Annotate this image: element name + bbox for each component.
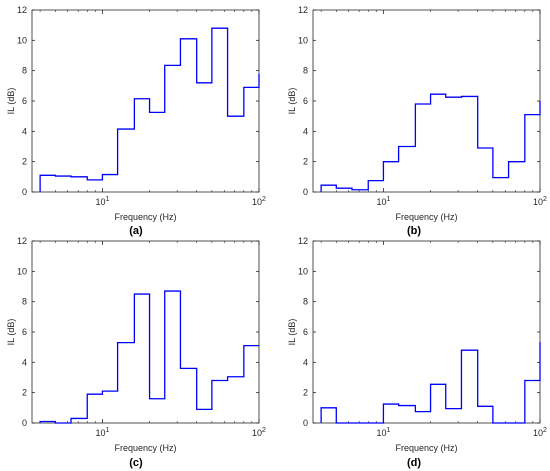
- panel-label: (a): [129, 225, 143, 237]
- y-tick-label: 10: [298, 35, 308, 45]
- plot-area: [31, 9, 260, 193]
- plot-area: [312, 240, 541, 424]
- x-axis-label: Frequency (Hz): [114, 212, 176, 222]
- x-tick-label: 101: [376, 427, 390, 438]
- y-tick-label: 0: [303, 418, 308, 428]
- y-tick-label: 8: [22, 297, 27, 307]
- panel-label: (c): [129, 457, 143, 469]
- y-tick-label: 0: [22, 187, 27, 197]
- y-tick-label: 6: [22, 327, 27, 337]
- series-line-1: [320, 93, 541, 192]
- y-tick-label: 6: [22, 96, 27, 106]
- panel-label: (d): [407, 457, 421, 469]
- chart-panel-2: 0 2 4 6 8 10 12 101 102 Frequency (Hz) IL (dB) (b): [287, 5, 547, 237]
- x-tick-label: 102: [252, 427, 266, 438]
- y-tick-label: 4: [22, 126, 27, 136]
- series-line-1: [39, 290, 259, 424]
- series-line-1: [39, 27, 260, 192]
- y-tick-label: 12: [17, 5, 27, 15]
- plot-area: [312, 9, 541, 193]
- chart-panel-3: 0 2 4 6 8 10 12 101 102 Frequency (Hz) IL (dB) (c): [6, 236, 266, 469]
- y-tick-label: 2: [303, 157, 308, 167]
- y-tick-label: 4: [303, 126, 308, 136]
- y-axis-label: IL (dB): [287, 88, 297, 115]
- y-tick-label: 10: [298, 266, 308, 276]
- x-tick-label: 101: [95, 427, 109, 438]
- x-tick-label: 102: [533, 427, 547, 438]
- series-line-1: [320, 341, 541, 424]
- x-tick-label: 101: [95, 196, 109, 207]
- y-tick-label: 0: [22, 418, 27, 428]
- x-tick-label: 101: [376, 196, 390, 207]
- x-axis-label: Frequency (Hz): [395, 443, 457, 453]
- y-axis-label: IL (dB): [287, 319, 297, 346]
- panel-label: (b): [407, 225, 421, 237]
- y-tick-label: 2: [22, 388, 27, 398]
- x-tick-label: 102: [533, 196, 547, 207]
- y-tick-label: 8: [22, 66, 27, 76]
- y-tick-label: 12: [298, 5, 308, 15]
- y-tick-label: 0: [303, 187, 308, 197]
- y-axis-label: IL (dB): [6, 88, 16, 115]
- y-tick-label: 12: [17, 236, 27, 246]
- y-axis-label: IL (dB): [6, 319, 16, 346]
- y-tick-label: 4: [303, 357, 308, 367]
- y-tick-label: 10: [17, 35, 27, 45]
- x-tick-label: 102: [252, 196, 266, 207]
- y-tick-label: 2: [22, 157, 27, 167]
- y-tick-label: 8: [303, 297, 308, 307]
- y-tick-label: 2: [303, 388, 308, 398]
- chart-panel-1: 0 2 4 6 8 10 12 101 102 Frequency (Hz) IL (dB) (a): [6, 5, 266, 237]
- y-tick-label: 6: [303, 96, 308, 106]
- y-tick-label: 6: [303, 327, 308, 337]
- x-axis-label: Frequency (Hz): [395, 212, 457, 222]
- plot-area: [31, 240, 260, 424]
- y-tick-label: 4: [22, 357, 27, 367]
- y-tick-label: 10: [17, 266, 27, 276]
- y-tick-label: 12: [298, 236, 308, 246]
- y-tick-label: 8: [303, 66, 308, 76]
- chart-panel-4: 0 2 4 6 8 10 12 101 102 Frequency (Hz) IL (dB) (d): [287, 236, 547, 469]
- x-axis-label: Frequency (Hz): [114, 443, 176, 453]
